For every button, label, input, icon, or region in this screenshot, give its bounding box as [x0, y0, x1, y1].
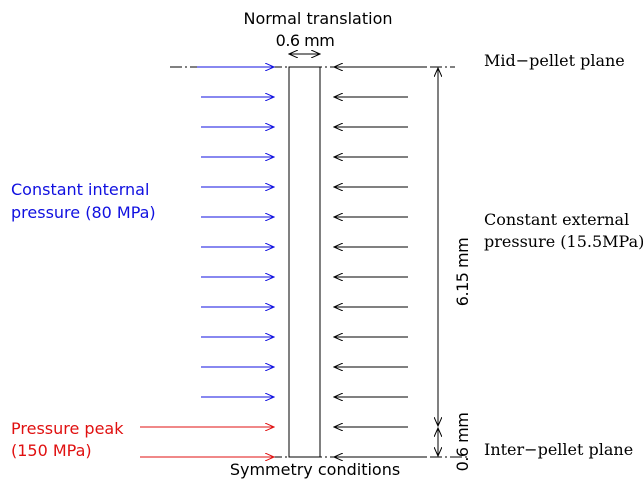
external-pressure-label-line2: pressure (15.5MPa): [484, 232, 643, 251]
normal-translation-label: Normal translation: [243, 9, 392, 28]
external-pressure-label-line1: Constant external: [484, 210, 629, 229]
internal-pressure-label-line2: pressure (80 MPa): [11, 203, 156, 222]
symmetry-conditions-label: Symmetry conditions: [230, 460, 400, 479]
peak-dimension-label: 0.6 mm: [453, 413, 472, 472]
external-pressure-arrows: [334, 67, 425, 457]
cladding-wall: [288, 66, 321, 458]
pressure-peak-label-line2: (150 MPa): [11, 441, 92, 460]
pressure-peak-arrows: [140, 427, 274, 457]
inter-pellet-plane-label: Inter−pellet plane: [484, 440, 633, 459]
length-dimension-label: 6.15 mm: [453, 238, 472, 306]
mid-pellet-plane-label: Mid−pellet plane: [484, 51, 625, 70]
cladding-width-label: 0.6 mm: [276, 31, 335, 50]
internal-pressure-arrows: [197, 67, 274, 397]
internal-pressure-label-line1: Constant internal: [11, 180, 149, 199]
pressure-peak-label-line1: Pressure peak: [11, 419, 124, 438]
